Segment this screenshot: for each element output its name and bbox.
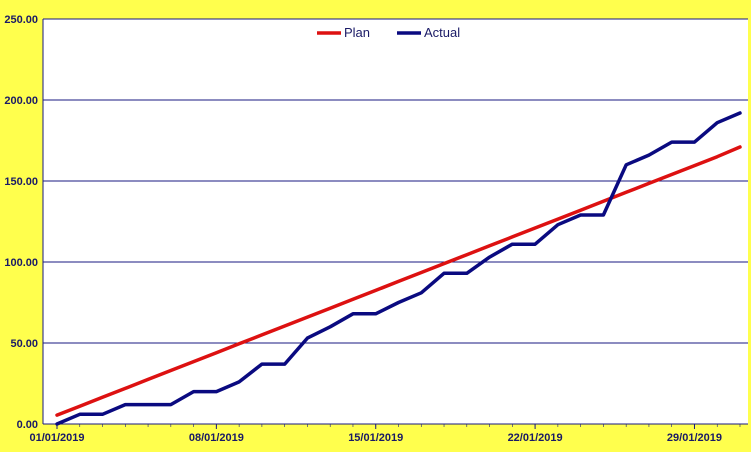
axes: 0.00 50.00 100.00 150.00 200.00 250.00 01/01/2…	[4, 14, 748, 444]
gridlines	[43, 18, 748, 344]
series-line-plan	[55, 145, 742, 417]
legend: Plan Actual	[317, 25, 460, 40]
series-lines	[55, 111, 742, 426]
x-tick-label: 01/01/2019	[29, 432, 84, 444]
series-line-actual	[55, 111, 742, 426]
y-tick-label: 250.00	[4, 14, 38, 26]
plot-area	[43, 19, 748, 424]
x-tick-label: 22/01/2019	[508, 432, 563, 444]
x-tick-label: 15/01/2019	[348, 432, 403, 444]
legend-label-plan: Plan	[344, 25, 370, 40]
x-tick-label: 08/01/2019	[189, 432, 244, 444]
x-tick-label: 29/01/2019	[667, 432, 722, 444]
legend-label-actual: Actual	[424, 25, 460, 40]
y-tick-label: 0.00	[17, 419, 38, 431]
y-tick-label: 150.00	[4, 176, 38, 188]
y-tick-label: 200.00	[4, 95, 38, 107]
y-tick-label: 50.00	[10, 338, 38, 350]
y-tick-label: 100.00	[4, 257, 38, 269]
